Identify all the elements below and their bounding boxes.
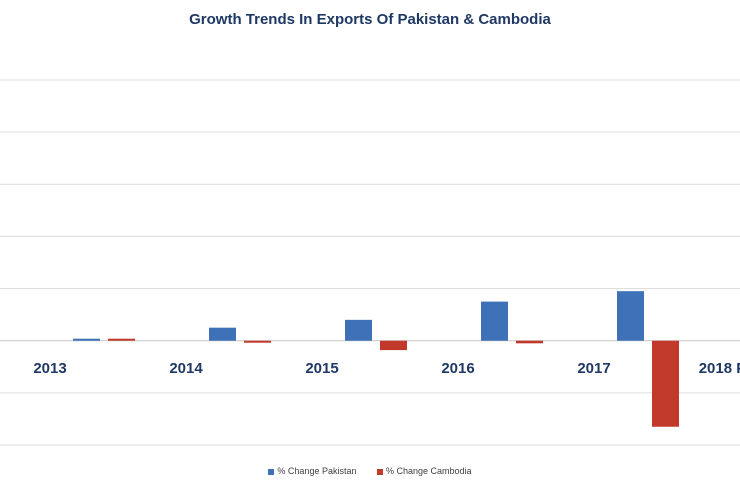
category-label: 2014 [169, 360, 203, 377]
legend-swatch-pakistan [268, 468, 275, 475]
bar-cambodia-2015 [380, 340, 407, 351]
bar-cambodia-2016 [516, 340, 543, 344]
legend-label-pakistan: % Change Pakistan [277, 466, 357, 476]
category-label: 2015 [305, 360, 338, 377]
category-label: 2018 Pro [699, 360, 740, 377]
legend-item-cambodia: % Change Cambodia [377, 466, 472, 476]
chart-legend: % Change Pakistan % Change Cambodia [0, 466, 740, 476]
bar-pakistan-2014 [209, 327, 236, 341]
legend-item-pakistan: % Change Pakistan [268, 466, 356, 476]
legend-label-cambodia: % Change Cambodia [386, 466, 472, 476]
bar-pakistan-2013 [73, 338, 100, 341]
category-label: 2017 [577, 360, 610, 377]
category-label: 2013 [33, 360, 66, 377]
legend-swatch-cambodia [377, 468, 383, 475]
bar-cambodia-2014 [244, 340, 271, 343]
bar-pakistan-2015 [345, 319, 372, 341]
bar-cambodia-2017 [652, 340, 679, 427]
category-label: 2016 [441, 360, 474, 377]
bar-cambodia-2013 [108, 338, 135, 341]
chart-title: Growth Trends In Exports Of Pakistan & C… [189, 11, 551, 28]
bar-pakistan-2016 [481, 301, 508, 341]
bar-pakistan-2017 [617, 291, 644, 341]
